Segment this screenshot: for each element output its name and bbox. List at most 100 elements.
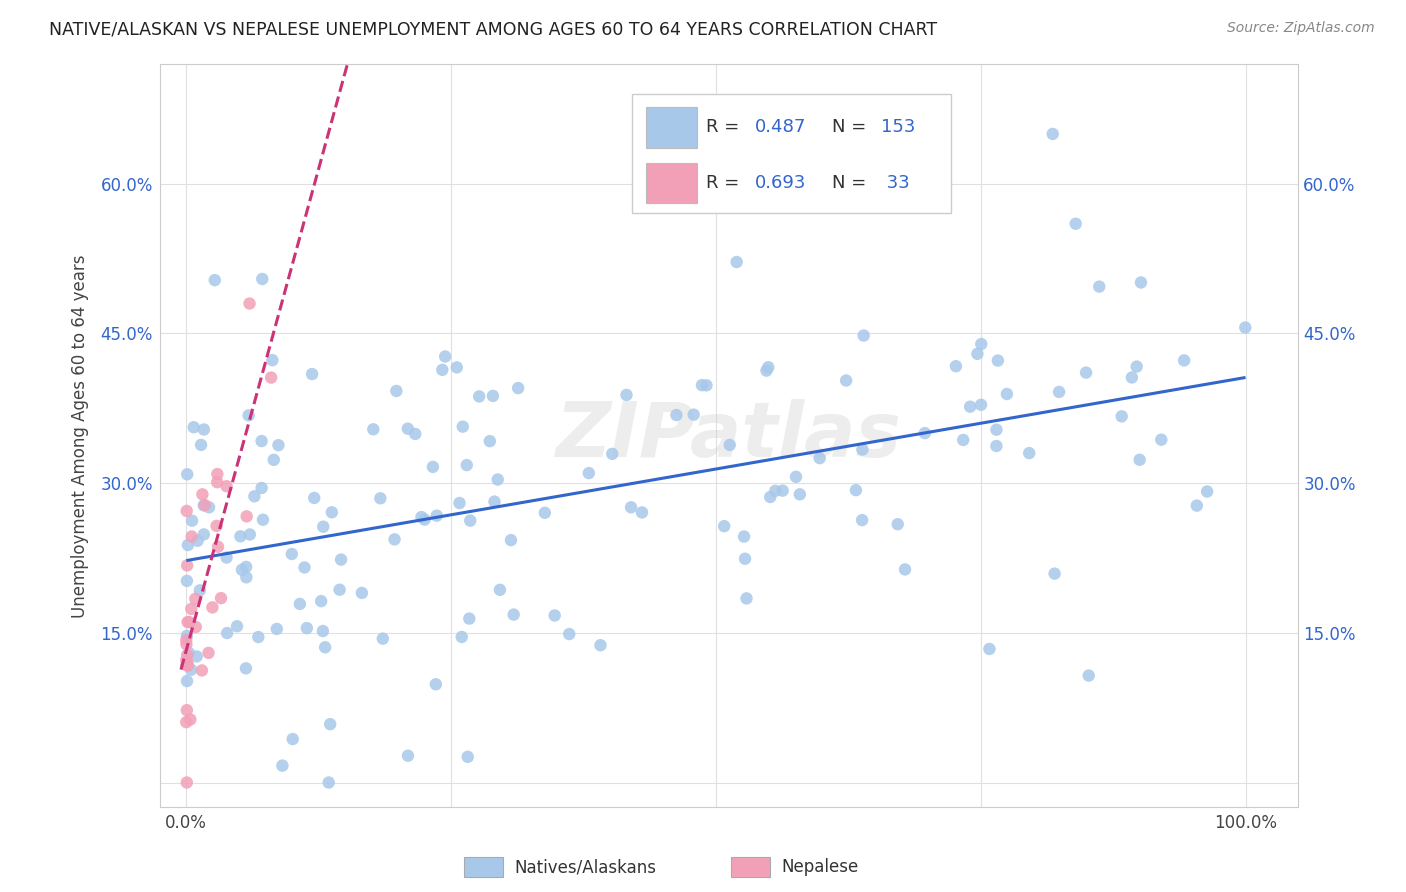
Point [250, 481, 273, 495]
Point [690, 378, 713, 392]
Text: NATIVE/ALASKAN VS NEPALESE UNEMPLOYMENT AMONG AGES 60 TO 64 YEARS CORRELATION CH: NATIVE/ALASKAN VS NEPALESE UNEMPLOYMENT … [49, 21, 938, 38]
Point [713, 519, 735, 533]
Point [478, 434, 501, 449]
Point [735, 591, 758, 606]
Point [180, 529, 202, 543]
Point [1130, 276, 1153, 290]
Point [914, 426, 936, 441]
Point [193, 499, 215, 513]
Point [404, 426, 426, 441]
Point [1043, 566, 1066, 581]
Point [235, 509, 257, 524]
Point [243, 489, 266, 503]
Point [235, 560, 257, 574]
Point [616, 388, 638, 402]
Point [176, 629, 198, 643]
Point [733, 530, 755, 544]
Point [209, 591, 232, 606]
Point [309, 594, 332, 608]
Point [207, 467, 229, 481]
Point [176, 615, 198, 629]
Point [772, 483, 794, 498]
Point [312, 624, 335, 638]
Point [1173, 353, 1195, 368]
Text: 153: 153 [880, 118, 915, 136]
Text: Source: ZipAtlas.com: Source: ZipAtlas.com [1227, 21, 1375, 35]
Point [231, 563, 253, 577]
Point [1088, 279, 1111, 293]
Point [176, 637, 198, 651]
Point [263, 452, 285, 467]
Point [266, 622, 288, 636]
Point [252, 513, 274, 527]
Point [176, 504, 198, 518]
Point [589, 638, 612, 652]
Point [184, 591, 207, 606]
Text: Nepalese: Nepalese [782, 858, 859, 876]
Point [1047, 384, 1070, 399]
Point [174, 715, 197, 730]
Point [238, 409, 260, 423]
Text: Natives/Alaskans: Natives/Alaskans [515, 858, 657, 876]
Point [682, 408, 704, 422]
Point [198, 500, 221, 515]
Point [281, 547, 304, 561]
Point [267, 438, 290, 452]
Point [499, 533, 522, 548]
Point [188, 583, 211, 598]
Point [886, 517, 908, 532]
Point [180, 602, 202, 616]
Text: N =: N = [831, 174, 872, 192]
Point [191, 664, 214, 678]
Point [191, 487, 214, 501]
Point [207, 540, 229, 554]
Point [808, 451, 831, 466]
Point [329, 582, 352, 597]
Point [600, 447, 623, 461]
Point [260, 370, 283, 384]
Point [759, 490, 782, 504]
FancyBboxPatch shape [645, 162, 697, 203]
Point [979, 642, 1001, 657]
Point [295, 621, 318, 635]
Point [508, 381, 530, 395]
Point [235, 570, 257, 584]
Point [450, 630, 472, 644]
Point [1234, 320, 1257, 334]
Point [413, 512, 436, 526]
Point [176, 674, 198, 689]
Point [176, 558, 198, 573]
Point [449, 496, 471, 510]
Point [262, 353, 284, 368]
Point [363, 422, 385, 436]
Point [177, 538, 200, 552]
Point [174, 632, 197, 647]
Point [204, 273, 226, 287]
Point [1077, 668, 1099, 682]
Point [457, 749, 479, 764]
Point [966, 347, 988, 361]
FancyBboxPatch shape [645, 107, 697, 147]
Point [446, 360, 468, 375]
Text: R =: R = [706, 118, 745, 136]
Point [755, 363, 778, 377]
Point [1129, 452, 1152, 467]
Point [763, 483, 786, 498]
Point [177, 658, 200, 673]
Point [995, 387, 1018, 401]
Point [235, 661, 257, 675]
Point [456, 458, 478, 472]
Point [187, 533, 209, 548]
Point [731, 196, 754, 211]
Text: 33: 33 [880, 174, 910, 192]
Point [489, 582, 512, 597]
Point [176, 775, 198, 789]
Point [176, 648, 198, 663]
Point [665, 408, 688, 422]
Point [181, 514, 204, 528]
Point [250, 434, 273, 448]
Point [294, 560, 316, 574]
Point [1125, 359, 1147, 374]
Point [201, 600, 224, 615]
Point [534, 506, 557, 520]
